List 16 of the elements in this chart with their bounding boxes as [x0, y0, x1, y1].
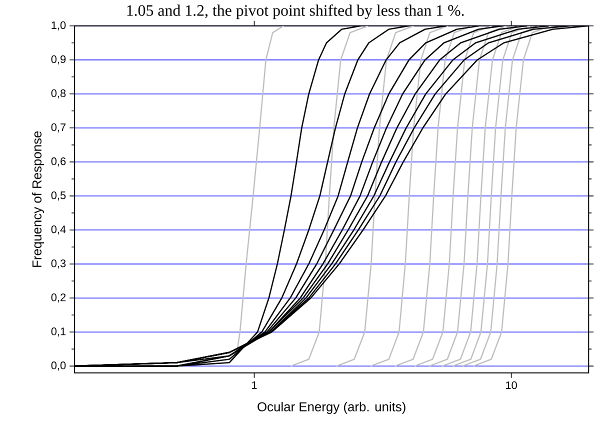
- y-tick-label: 0,1: [51, 328, 66, 337]
- y-tick-label: 0,7: [51, 124, 66, 133]
- x-tick-label: 1: [252, 382, 257, 390]
- y-tick-label: 0,0: [51, 362, 66, 371]
- y-tick-label: 0,5: [51, 192, 66, 201]
- y-tick-label: 0,4: [51, 226, 66, 235]
- y-axis-title: Frequency of Response: [32, 132, 44, 268]
- y-tick-label: 0,2: [51, 294, 66, 303]
- x-tick-label: 10: [506, 382, 517, 390]
- y-tick-label: 0,3: [51, 260, 66, 269]
- y-tick-label: 0,9: [51, 56, 66, 65]
- y-tick-label: 0,6: [51, 158, 66, 167]
- x-axis-title: Ocular Energy (arb. units): [258, 402, 406, 414]
- y-tick-label: 0,8: [51, 90, 66, 99]
- y-tick-label: 1,0: [52, 22, 66, 31]
- text: 1.05 and 1.2, the pivot point shifted by less than 1 %.: [127, 4, 464, 20]
